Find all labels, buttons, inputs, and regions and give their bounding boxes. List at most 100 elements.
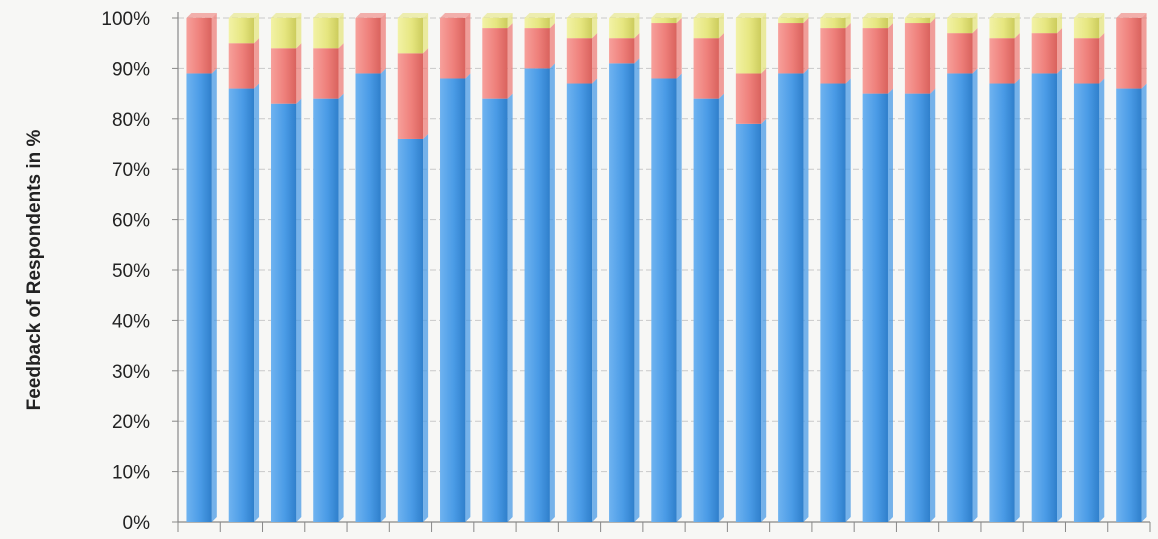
y-tick-labels: 0% 10% 20% 30% 40% 50% 60% 70% 80% 90% 100% — [101, 9, 150, 534]
bar-segment-side — [1099, 33, 1105, 84]
bar-segment — [693, 98, 719, 522]
bar-segment-side — [803, 18, 809, 74]
bar-segment — [1031, 33, 1058, 74]
y-tick-label: 20% — [112, 412, 150, 433]
bar-segment-side — [1057, 13, 1063, 34]
bar-segment — [989, 83, 1015, 523]
bar-segment-side — [761, 68, 767, 124]
bars — [186, 13, 1147, 523]
bar-segment-side — [507, 13, 513, 29]
bar-segment — [270, 48, 297, 104]
bar-segment — [778, 23, 804, 74]
bar-segment — [609, 38, 635, 64]
bar-segment — [947, 18, 973, 34]
bar-top — [186, 13, 217, 18]
bar-top — [693, 13, 724, 18]
bar-segment — [989, 38, 1015, 84]
bar-segment — [1073, 18, 1100, 39]
y-tick-label: 80% — [112, 110, 150, 131]
bar-segment — [313, 98, 339, 522]
bar-top — [820, 13, 851, 18]
bar-segment-side — [296, 13, 302, 49]
bar-segment-side — [1099, 78, 1105, 523]
bar-segment — [440, 78, 466, 522]
bar-segment-side — [718, 13, 724, 39]
bar-segment — [524, 28, 550, 69]
bar-segment — [270, 18, 297, 49]
bar-segment-side — [338, 43, 344, 99]
bar-top — [397, 13, 429, 18]
bar-segment-side — [1057, 28, 1063, 74]
bar-segment-side — [930, 18, 936, 94]
bar-segment-side — [634, 33, 640, 64]
bar-segment-side — [465, 73, 471, 522]
bar-segment — [820, 83, 846, 523]
y-axis-title: Feedback of Respondents in % — [24, 129, 45, 410]
bar-segment — [820, 28, 846, 84]
bar-top — [566, 13, 598, 18]
bar-segment-side — [423, 133, 429, 522]
bar-segment — [693, 38, 719, 99]
bar-top — [904, 13, 936, 18]
bar-segment-side — [845, 78, 851, 523]
bar-segment — [609, 18, 635, 39]
bar-segment — [228, 43, 255, 89]
bar-segment-side — [549, 13, 555, 29]
bar-segment — [270, 103, 297, 523]
bar-segment-side — [592, 78, 598, 523]
bar-segment-side — [1014, 78, 1020, 523]
bar-segment — [735, 73, 762, 124]
bar-segment-side — [676, 73, 682, 522]
bar-top — [524, 13, 555, 18]
bar-top — [735, 13, 767, 18]
bar-segment-side — [254, 83, 260, 522]
bar-segment-side — [1141, 13, 1147, 89]
bar-segment-side — [845, 23, 851, 84]
bar-segment-side — [380, 13, 386, 74]
bar-segment — [228, 18, 255, 44]
bar-segment-side — [507, 93, 513, 522]
bar-segment — [186, 18, 212, 74]
bar-segment — [1031, 73, 1058, 522]
bar-segment-side — [930, 88, 936, 522]
bar-segment-side — [1014, 13, 1020, 39]
bar-segment-side — [423, 48, 429, 139]
bar-segment-side — [803, 68, 809, 522]
bar-top — [862, 13, 893, 18]
bar-segment-side — [718, 33, 724, 99]
y-tick-label: 40% — [112, 311, 150, 332]
bar-segment-side — [592, 13, 598, 39]
bar-segment — [397, 138, 424, 522]
bar-segment-side — [718, 93, 724, 522]
bar-segment-side — [211, 68, 217, 522]
bar-top — [778, 13, 809, 18]
bar-segment — [820, 18, 846, 29]
bar-segment — [566, 38, 593, 84]
bar-segment-side — [634, 58, 640, 523]
bar-segment — [1031, 18, 1058, 34]
bar-segment-side — [887, 23, 893, 94]
bar-segment — [904, 93, 931, 522]
bar-segment-side — [338, 93, 344, 522]
bar-segment — [778, 18, 804, 24]
y-tick-label: 70% — [112, 160, 150, 181]
bar-segment-side — [1099, 13, 1105, 39]
y-tick-label: 90% — [112, 59, 150, 80]
bar-segment — [186, 73, 212, 522]
bar-segment — [1116, 88, 1142, 522]
bar-segment-side — [887, 88, 893, 522]
bar-top — [609, 13, 640, 18]
bar-segment-side — [338, 13, 344, 49]
bar-segment — [609, 63, 635, 523]
bar-segment — [524, 68, 550, 523]
bar-segment — [862, 93, 888, 522]
bar-top — [313, 13, 344, 18]
bar-segment — [397, 53, 424, 139]
bar-segment-side — [1057, 68, 1063, 522]
bar-top — [989, 13, 1020, 18]
bar-top — [228, 13, 260, 18]
bar-segment — [947, 33, 973, 74]
bar-segment-side — [676, 18, 682, 79]
bar-segment — [440, 18, 466, 79]
